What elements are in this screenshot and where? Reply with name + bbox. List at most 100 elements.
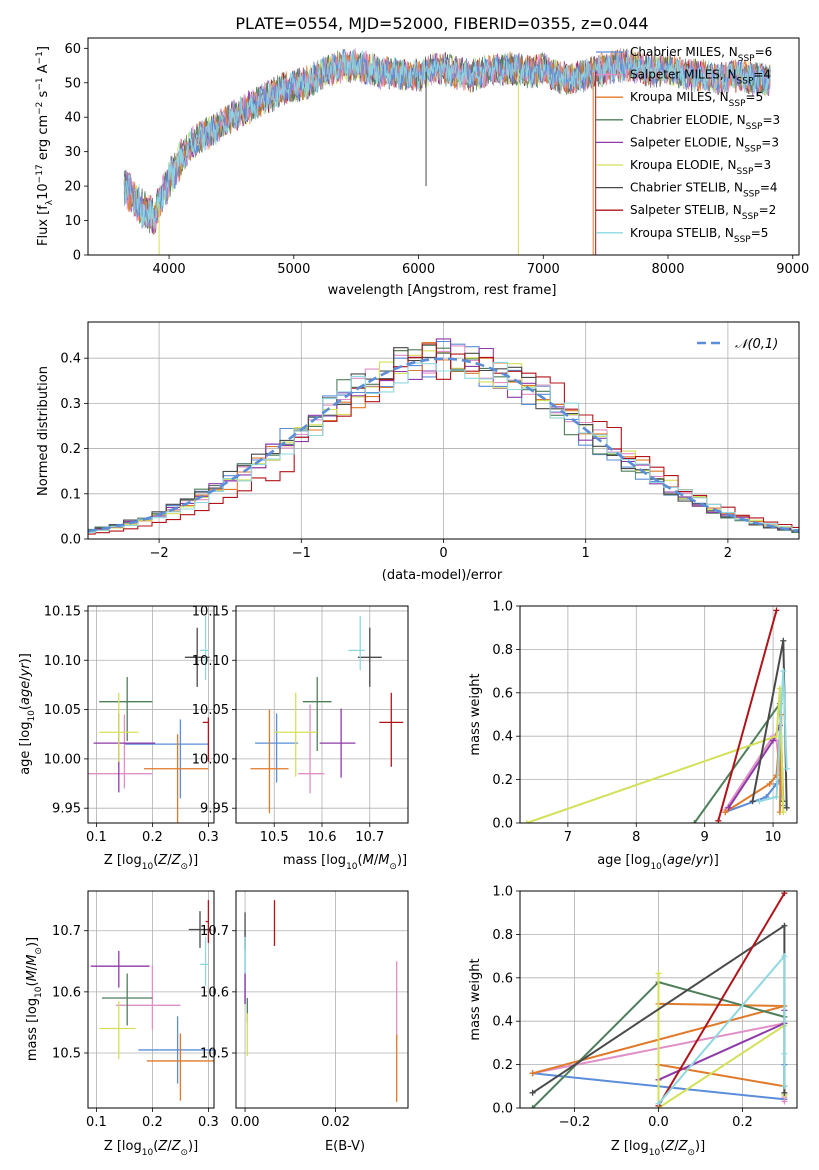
x-tick-label: 0.3: [198, 830, 219, 845]
legend-label-chabrier_stelib: Chabrier STELIB, NSSP=4: [630, 181, 778, 200]
x-tick-label: 0.1: [86, 1115, 107, 1130]
mass-weight-marker-kroupa_elodie: [780, 809, 787, 816]
mass-weight-vs-z-frame: −0.2 0.0 0.2 0.0 0.2 0.4 0.6 0.8 1.0: [492, 885, 798, 1130]
label-part: /: [674, 1139, 679, 1154]
label-part: −2: [35, 102, 45, 115]
age-vs-mass-frame: 10.5 10.6 10.7 9.95 10.00 10.05 10.10 10.15: [192, 604, 409, 845]
mass-weight-marker-chabrier_stelib: [780, 637, 787, 644]
label-part: ⊙: [180, 862, 188, 872]
y-tick-label: 0.8: [492, 928, 513, 943]
label-part: λ: [45, 199, 55, 205]
label-part: )]: [188, 1139, 198, 1154]
label-part: ⊙: [180, 1148, 188, 1158]
y-tick-label: 10.5: [200, 1046, 229, 1061]
label-part: Salpeter ELODIE, N: [630, 135, 744, 149]
label-part: age [log: [18, 722, 33, 775]
label-part: =3: [762, 113, 780, 127]
legend-label-kroupa_stelib: Kroupa STELIB, NSSP=5: [630, 226, 768, 245]
axes-frame: [235, 890, 409, 1109]
mass-weight-marker-salpeter_elodie: [770, 737, 777, 744]
y-tick-label: 0.0: [492, 817, 513, 832]
label-part: −1: [35, 51, 45, 64]
label-part: Flux [f: [36, 205, 51, 246]
x-tick-label: 0.00: [231, 1115, 260, 1130]
y-tick-label: 10: [64, 214, 81, 229]
x-tick-label: 0: [439, 546, 447, 561]
mass-weight-marker-kroupa_stelib: [783, 765, 790, 772]
y-axis-label: mass [log10(M/M⊙)]: [25, 937, 44, 1061]
legend-label-normal: 𝒩(0,1): [735, 337, 778, 352]
mass-weight-marker-kroupa_miles: [722, 809, 729, 816]
y-axis-label: mass weight: [468, 673, 483, 755]
label-part: )]: [188, 853, 198, 868]
x-tick-label: 4000: [153, 262, 186, 277]
label-part: age: [18, 681, 33, 705]
label-part: =4: [760, 181, 778, 195]
x-axis-label: Z [log10(Z/Z⊙)]: [104, 1139, 198, 1158]
y-tick-label: 10.7: [52, 924, 81, 939]
y-tick-label: 0.0: [60, 533, 81, 548]
y-tick-label: 0.4: [492, 1015, 513, 1030]
y-tick-label: 10.15: [44, 604, 81, 619]
label-part: =6: [755, 45, 773, 59]
label-part: yr: [18, 662, 33, 678]
age-vs-mass-plot-area: [250, 615, 404, 814]
mass-weight-marker-salpeter_elodie: [725, 804, 732, 811]
x-axis-label: (data-model)/error: [382, 568, 503, 583]
age-vs-z-frame: 0.1 0.2 0.3 9.95 10.00 10.05 10.10 10.15: [44, 604, 219, 845]
label-part: =3: [761, 135, 779, 149]
y-tick-label: 0.2: [492, 1058, 513, 1073]
x-axis-label: Z [log10(Z/Z⊙)]: [104, 853, 198, 872]
legend-label-chabrier_elodie: Chabrier ELODIE, NSSP=3: [630, 113, 780, 132]
y-axis-label: Normed distribution: [36, 366, 51, 496]
mass-weight-line-kroupa_elodie: [526, 688, 785, 823]
spectrum-frame: 4000 5000 6000 7000 8000 9000 0 10 20 30 40 50 60: [64, 37, 809, 277]
mass-weight-vs-age-plot-area: [523, 607, 790, 823]
label-part: Kroupa MILES, N: [630, 90, 729, 104]
mass-weight-marker-chabrier_stelib: [781, 922, 788, 929]
y-tick-label: 20: [64, 180, 81, 195]
axes-frame: [87, 37, 800, 256]
mass-vs-z-frame: 0.1 0.2 0.3 10.5 10.6 10.7: [52, 890, 219, 1130]
label-part: −17: [35, 164, 45, 183]
x-tick-label: 10.6: [308, 830, 337, 845]
legend-label-salpeter_miles: Salpeter MILES, NSSP=4: [630, 68, 771, 87]
label-part: /: [167, 1139, 172, 1154]
label-part: /: [167, 853, 172, 868]
label-part: =5: [751, 226, 769, 240]
x-tick-label: 1: [582, 546, 590, 561]
spectrum-plot-area: [123, 47, 771, 255]
mass-weight-marker-kroupa_elodie: [523, 820, 530, 823]
age-vs-z-axes: [88, 606, 214, 823]
mass-weight-marker-kroupa_stelib: [781, 1050, 788, 1057]
label-part: SSP: [742, 212, 759, 222]
normal-curve: [88, 357, 799, 533]
label-part: ⊙: [34, 947, 44, 955]
label-part: 10: [36, 183, 51, 200]
mass-weight-marker-salpeter_stelib: [773, 607, 780, 614]
label-part: )]: [695, 1139, 705, 1154]
y-tick-label: 0.1: [60, 487, 81, 502]
label-part: Z [log: [104, 853, 142, 868]
label-part: =5: [746, 90, 764, 104]
label-part: M: [363, 853, 374, 868]
label-part: SSP: [746, 122, 763, 132]
y-tick-label: 10.00: [44, 752, 81, 767]
label-part: Chabrier STELIB, N: [630, 181, 743, 195]
y-axis-label: age [log10(age/yr)]: [18, 653, 37, 775]
mass-weight-line-kroupa_stelib: [759, 671, 788, 803]
label-part: A: [36, 64, 51, 77]
mass-weight-line-salpeter_stelib: [657, 892, 786, 1107]
histogram-salpeter_stelib: [88, 343, 799, 535]
x-tick-label: 0.02: [321, 1115, 350, 1130]
mass-weight-marker-salpeter_miles: [781, 1098, 788, 1105]
x-tick-label: 5000: [277, 262, 310, 277]
label-part: M: [25, 955, 40, 966]
label-part: SSP: [744, 144, 761, 154]
mass-weight-marker-kroupa_elodie: [773, 733, 780, 740]
x-tick-label: 9: [701, 830, 709, 845]
x-tick-label: 0.2: [732, 1115, 753, 1130]
x-tick-label: −1: [292, 546, 311, 561]
x-tick-label: −0.2: [559, 1115, 591, 1130]
